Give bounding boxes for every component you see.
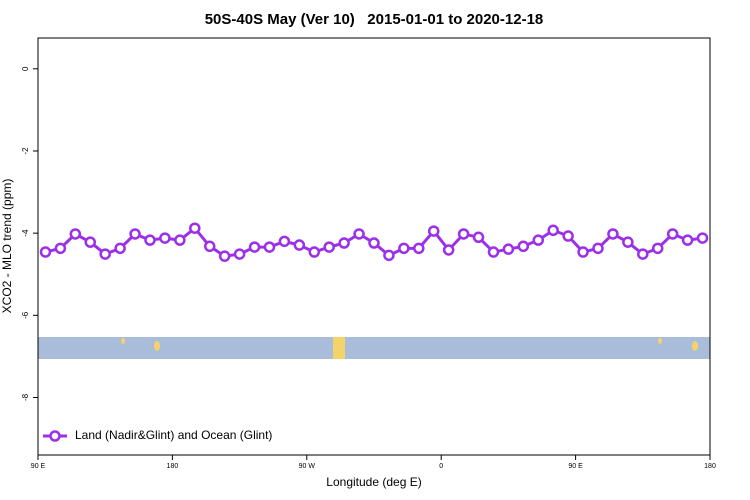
- data-point: [562, 230, 574, 242]
- x-tick-label: 90 E: [31, 463, 46, 470]
- data-point: [651, 242, 664, 255]
- data-point: [472, 231, 485, 244]
- legend-label: Land (Nadir&Glint) and Ocean (Glint): [75, 428, 272, 442]
- y-tick-label: -4: [21, 229, 30, 237]
- data-point: [69, 228, 82, 240]
- x-tick-label: 90 E: [568, 463, 583, 470]
- data-point: [547, 224, 559, 237]
- data-point: [99, 248, 111, 260]
- data-point: [203, 240, 216, 253]
- data-point: [696, 232, 709, 244]
- plot-frame: [37, 37, 711, 456]
- data-point: [323, 241, 335, 253]
- data-point: [607, 228, 619, 240]
- y-axis-label: XCO2 - MLO trend (ppm): [0, 179, 14, 314]
- data-point: [39, 246, 52, 258]
- data-point: [457, 228, 470, 240]
- data-point: [353, 228, 365, 240]
- data-point: [248, 241, 261, 253]
- data-point: [592, 242, 604, 255]
- data-point: [293, 239, 306, 251]
- data-point: [502, 243, 515, 255]
- data-point: [442, 244, 455, 256]
- data-point: [84, 236, 97, 248]
- y-tick-label: -6: [21, 311, 30, 319]
- x-tick-label: 180: [167, 463, 179, 470]
- data-point: [129, 228, 141, 240]
- legend-marker: [49, 430, 61, 442]
- data-point: [413, 242, 425, 255]
- data-point: [54, 242, 67, 255]
- y-tick-label: -2: [21, 147, 30, 155]
- data-point: [233, 248, 246, 260]
- data-point: [427, 225, 440, 237]
- data-point: [681, 234, 694, 246]
- data-point: [338, 237, 350, 249]
- y-tick-label: 0: [21, 66, 30, 71]
- data-point: [278, 235, 291, 248]
- data-point: [368, 237, 380, 249]
- x-tick-label: 90 W: [299, 463, 316, 470]
- data-point: [517, 240, 530, 253]
- chart-title: 50S-40S May (Ver 10) 2015-01-01 to 2020-…: [205, 11, 544, 28]
- data-point: [218, 250, 231, 262]
- data-point: [144, 234, 156, 246]
- data-point: [114, 242, 126, 255]
- data-point: [577, 246, 589, 258]
- data-point: [666, 228, 679, 240]
- data-point: [637, 248, 649, 260]
- land-ocean-strip: [38, 337, 710, 359]
- x-tick-label: 0: [439, 463, 443, 470]
- data-point: [159, 232, 171, 244]
- data-point: [383, 249, 395, 262]
- x-axis-label: Longitude (deg E): [326, 475, 421, 489]
- data-point: [308, 246, 321, 258]
- y-tick-label: -8: [21, 393, 30, 401]
- data-point: [174, 234, 186, 246]
- data-point: [398, 242, 410, 255]
- data-point: [487, 246, 500, 258]
- data-point: [189, 222, 201, 234]
- data-point: [622, 236, 634, 248]
- data-point: [263, 241, 276, 253]
- x-tick-label: 180: [704, 463, 716, 470]
- data-point: [532, 234, 545, 246]
